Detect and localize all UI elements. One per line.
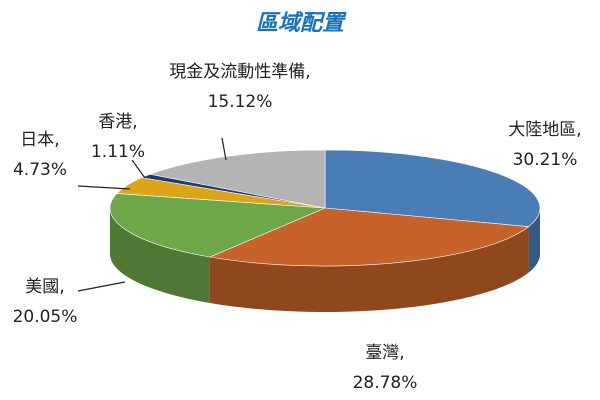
slice-label: 現金及流動性準備, bbox=[169, 62, 310, 82]
slice-label: 大陸地區, bbox=[508, 120, 581, 140]
chart-title: 區域配置 bbox=[256, 11, 347, 36]
slice-side bbox=[528, 208, 540, 273]
value-label: 1.11% bbox=[91, 142, 145, 162]
value-label: 15.12% bbox=[208, 92, 273, 112]
value-label: 28.78% bbox=[353, 373, 418, 393]
slice-label: 美國, bbox=[25, 277, 64, 297]
slice bbox=[149, 149, 326, 209]
slice bbox=[324, 149, 541, 227]
value-label: 30.21% bbox=[513, 150, 578, 170]
slice-side bbox=[209, 226, 529, 312]
slice bbox=[109, 193, 326, 258]
slice-side bbox=[110, 208, 210, 303]
value-label: 4.73% bbox=[13, 160, 67, 180]
slice-label: 香港, bbox=[98, 112, 137, 132]
slice-label: 臺灣, bbox=[365, 343, 404, 363]
leader-line bbox=[77, 185, 131, 190]
slice-label: 日本, bbox=[20, 130, 59, 150]
leader-line bbox=[221, 137, 227, 161]
leader-line bbox=[77, 281, 126, 292]
value-label: 20.05% bbox=[13, 307, 78, 327]
slice bbox=[208, 207, 530, 267]
leader-line bbox=[131, 159, 146, 179]
